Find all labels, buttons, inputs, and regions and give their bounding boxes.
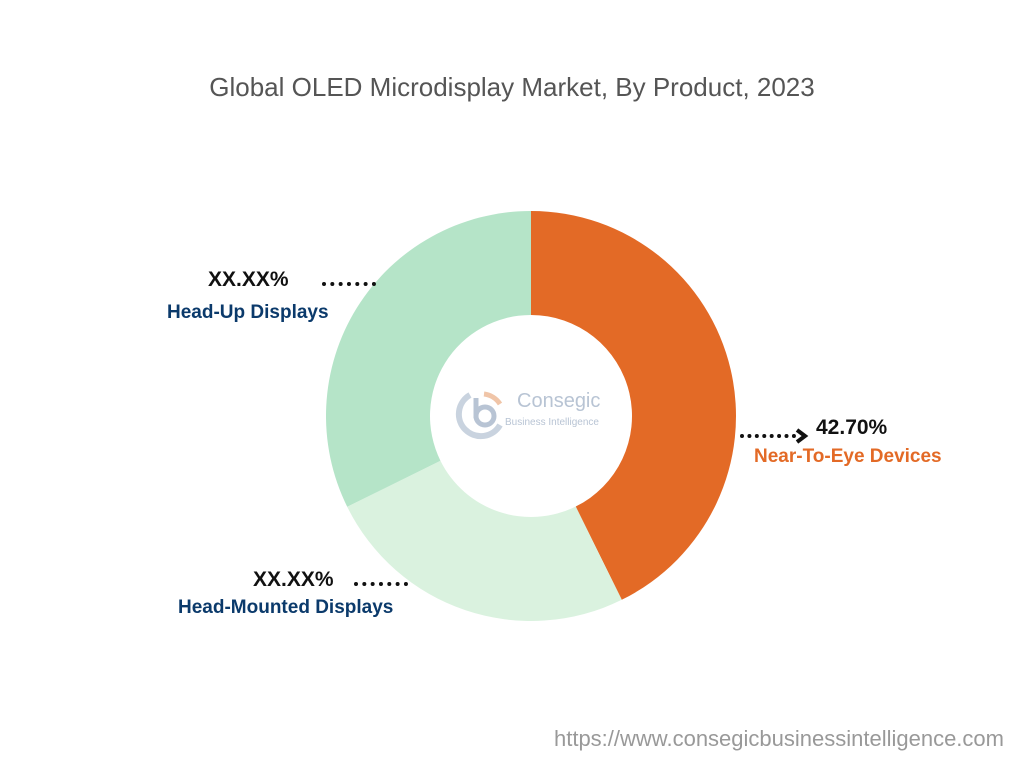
slice-head-up-displays — [326, 211, 531, 507]
data-label-head-mounted-name: Head-Mounted Displays — [178, 597, 394, 618]
watermark-logo: Consegic Business Intelligence — [455, 385, 625, 445]
footer-url: https://www.consegicbusinessintelligence… — [553, 726, 1004, 751]
logo-subtext: Business Intelligence — [505, 417, 599, 428]
slice-near-to-eye-devices — [531, 211, 736, 600]
chart-title: Global OLED Microdisplay Market, By Prod… — [209, 72, 815, 102]
logo-text: Consegic — [517, 390, 601, 412]
data-label-near-to-eye-name: Near-To-Eye Devices — [754, 446, 942, 467]
leader-dots — [354, 582, 408, 586]
data-label-head-up-pct: XX.XX% — [208, 268, 289, 291]
data-label-near-to-eye-pct: 42.70% — [816, 416, 888, 439]
leader-dots — [740, 434, 796, 438]
data-label-head-up-name: Head-Up Displays — [167, 302, 329, 323]
data-label-head-mounted-pct: XX.XX% — [253, 568, 334, 591]
arrow-head-icon — [795, 428, 809, 444]
slice-head-mounted-displays — [347, 460, 622, 621]
leader-dots — [322, 282, 376, 286]
logo-mark-icon — [455, 391, 503, 440]
